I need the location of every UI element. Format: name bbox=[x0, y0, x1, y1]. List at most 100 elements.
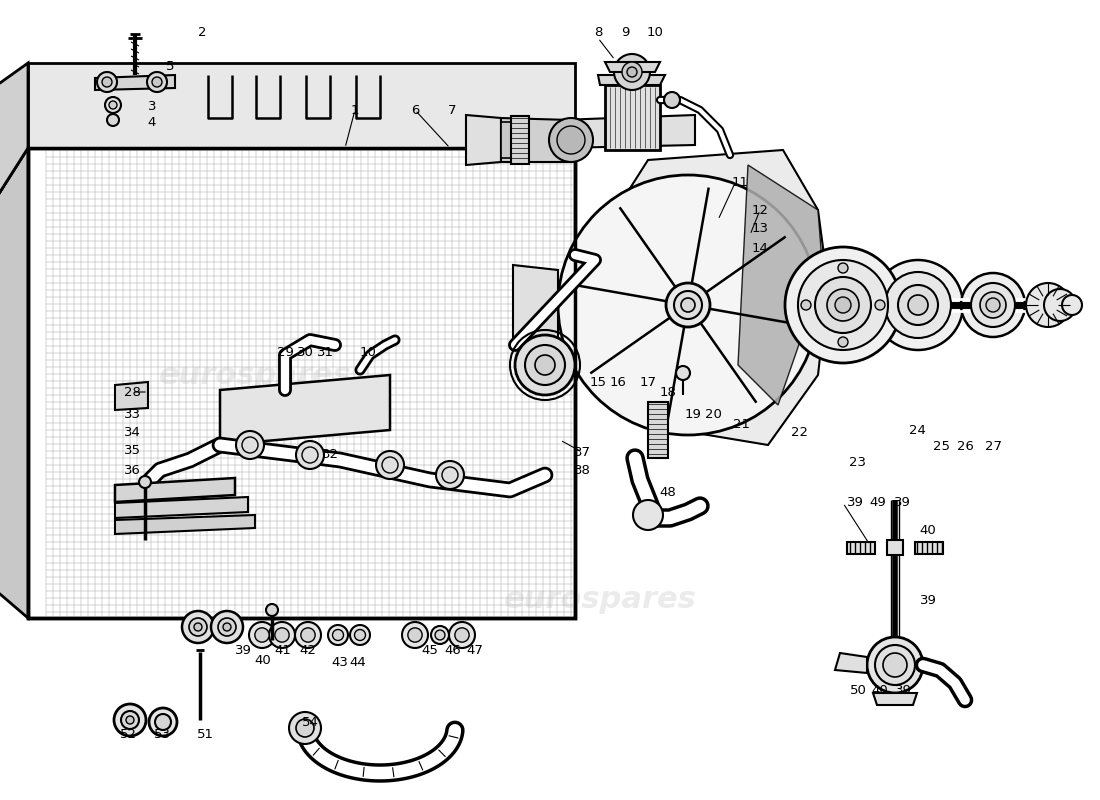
Circle shape bbox=[785, 247, 901, 363]
Circle shape bbox=[249, 622, 275, 648]
Circle shape bbox=[621, 62, 642, 82]
Polygon shape bbox=[95, 75, 175, 90]
Text: 17: 17 bbox=[639, 377, 657, 390]
Text: 22: 22 bbox=[792, 426, 808, 438]
Circle shape bbox=[1044, 289, 1076, 321]
Text: 29: 29 bbox=[276, 346, 294, 358]
Text: 10: 10 bbox=[647, 26, 663, 38]
Text: 47: 47 bbox=[466, 643, 483, 657]
Text: 40: 40 bbox=[254, 654, 272, 666]
Circle shape bbox=[557, 126, 585, 154]
Circle shape bbox=[408, 628, 422, 642]
Text: 52: 52 bbox=[120, 729, 136, 742]
Polygon shape bbox=[0, 148, 28, 618]
Circle shape bbox=[270, 622, 295, 648]
Circle shape bbox=[354, 630, 365, 641]
Circle shape bbox=[147, 72, 167, 92]
Circle shape bbox=[148, 708, 177, 736]
Circle shape bbox=[549, 118, 593, 162]
Text: 40: 40 bbox=[871, 683, 889, 697]
Circle shape bbox=[236, 431, 264, 459]
Circle shape bbox=[838, 263, 848, 273]
Circle shape bbox=[296, 719, 314, 737]
Text: 49: 49 bbox=[870, 497, 887, 510]
Text: 51: 51 bbox=[197, 729, 213, 742]
Circle shape bbox=[986, 298, 1000, 312]
Polygon shape bbox=[0, 63, 28, 203]
Circle shape bbox=[883, 653, 908, 677]
Text: 20: 20 bbox=[705, 409, 722, 422]
Circle shape bbox=[674, 291, 702, 319]
Circle shape bbox=[114, 704, 146, 736]
Circle shape bbox=[961, 273, 1025, 337]
Text: 24: 24 bbox=[909, 423, 925, 437]
Circle shape bbox=[434, 630, 444, 640]
Polygon shape bbox=[466, 115, 500, 165]
Text: 4: 4 bbox=[147, 115, 156, 129]
Bar bbox=[648, 402, 668, 458]
Text: 54: 54 bbox=[301, 715, 318, 729]
Circle shape bbox=[182, 611, 214, 643]
Circle shape bbox=[376, 451, 404, 479]
Circle shape bbox=[874, 645, 915, 685]
Circle shape bbox=[908, 295, 928, 315]
Polygon shape bbox=[513, 265, 558, 345]
Circle shape bbox=[867, 637, 923, 693]
Circle shape bbox=[102, 77, 112, 87]
Text: 50: 50 bbox=[849, 683, 867, 697]
Bar bbox=[500, 122, 513, 158]
Circle shape bbox=[301, 628, 315, 642]
Circle shape bbox=[898, 285, 938, 325]
Text: 11: 11 bbox=[732, 177, 748, 190]
Circle shape bbox=[886, 272, 952, 338]
Circle shape bbox=[971, 283, 1015, 327]
Text: 18: 18 bbox=[660, 386, 676, 399]
Bar bbox=[847, 542, 874, 554]
Text: 28: 28 bbox=[123, 386, 141, 398]
Circle shape bbox=[535, 355, 556, 375]
Circle shape bbox=[980, 292, 1006, 318]
Text: 45: 45 bbox=[421, 643, 439, 657]
Polygon shape bbox=[500, 118, 571, 162]
Text: 7: 7 bbox=[448, 103, 456, 117]
Text: 39: 39 bbox=[234, 643, 252, 657]
Text: 39: 39 bbox=[893, 497, 911, 510]
Circle shape bbox=[139, 476, 151, 488]
Circle shape bbox=[152, 77, 162, 87]
Circle shape bbox=[873, 260, 962, 350]
Circle shape bbox=[568, 215, 748, 395]
Circle shape bbox=[827, 289, 859, 321]
Circle shape bbox=[109, 101, 117, 109]
Text: 6: 6 bbox=[410, 103, 419, 117]
Polygon shape bbox=[0, 146, 28, 203]
Polygon shape bbox=[28, 148, 575, 618]
Text: 1: 1 bbox=[351, 103, 360, 117]
Text: 34: 34 bbox=[123, 426, 141, 439]
Polygon shape bbox=[28, 63, 575, 148]
Circle shape bbox=[255, 628, 270, 642]
Circle shape bbox=[126, 716, 134, 724]
Circle shape bbox=[402, 622, 428, 648]
Circle shape bbox=[266, 604, 278, 616]
Circle shape bbox=[1062, 295, 1082, 315]
Text: 38: 38 bbox=[573, 463, 591, 477]
Text: 12: 12 bbox=[751, 203, 769, 217]
Text: 26: 26 bbox=[957, 441, 974, 454]
Polygon shape bbox=[873, 693, 917, 705]
Circle shape bbox=[455, 628, 469, 642]
Polygon shape bbox=[598, 75, 666, 85]
Text: 32: 32 bbox=[321, 449, 339, 462]
Circle shape bbox=[676, 366, 690, 380]
Polygon shape bbox=[738, 165, 823, 405]
Circle shape bbox=[558, 175, 818, 435]
Text: 19: 19 bbox=[684, 409, 702, 422]
Circle shape bbox=[666, 283, 710, 327]
Text: 53: 53 bbox=[154, 729, 170, 742]
Polygon shape bbox=[220, 375, 390, 445]
Circle shape bbox=[681, 298, 695, 312]
Text: 21: 21 bbox=[734, 418, 750, 431]
Text: 27: 27 bbox=[984, 441, 1001, 454]
Text: 15: 15 bbox=[590, 377, 606, 390]
Text: 25: 25 bbox=[934, 441, 950, 454]
Text: 43: 43 bbox=[331, 655, 349, 669]
